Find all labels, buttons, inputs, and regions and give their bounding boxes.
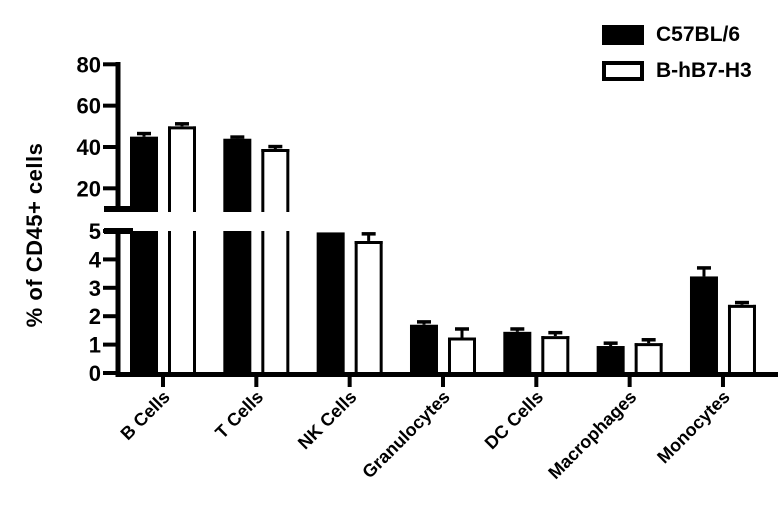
x-category-label: Granulocytes xyxy=(358,387,453,482)
bar-granulocytes-series2 xyxy=(447,337,476,375)
x-category-label: Macrophages xyxy=(544,387,640,483)
bar-dc-cells-series2 xyxy=(541,336,570,375)
bar-b-cells-series1-upper xyxy=(130,136,158,212)
y-tick-label-lower: 2 xyxy=(89,304,101,329)
legend-swatch-open-icon xyxy=(602,61,644,81)
y-tick-label-upper: 60 xyxy=(77,94,101,119)
bar-macrophages-series1 xyxy=(596,346,625,375)
x-category-label: T Cells xyxy=(211,387,267,443)
x-category-label: DC Cells xyxy=(481,387,547,453)
y-tick-label-lower: 3 xyxy=(89,276,101,301)
y-axis-title: % of CD45+ cells xyxy=(22,142,47,328)
bar-t-cells-series1-upper xyxy=(223,138,252,212)
bar-monocytes-series2 xyxy=(727,304,756,375)
legend-swatch-filled-icon xyxy=(602,25,644,45)
x-category-label: Monocytes xyxy=(653,387,734,468)
bar-dc-cells-series1 xyxy=(503,331,532,375)
y-tick-label-upper: 80 xyxy=(77,52,101,77)
bar-monocytes-series1 xyxy=(689,276,718,375)
y-tick-label-upper: 20 xyxy=(77,176,101,201)
bar-t-cells-series2 xyxy=(261,231,290,375)
bar-b-cells-series2-upper xyxy=(168,126,196,212)
bar-t-cells-series1 xyxy=(223,231,252,375)
bar-macrophages-series2 xyxy=(634,343,663,375)
y-tick-label-upper: 40 xyxy=(77,135,101,160)
x-category-label: B Cells xyxy=(117,387,174,444)
y-tick-label-lower: 4 xyxy=(89,247,102,272)
bar-nk-cells-series2 xyxy=(354,240,383,375)
bar-b-cells-series1 xyxy=(130,231,158,375)
legend-label-series2: B-hB7-H3 xyxy=(656,59,752,82)
y-tick-label-lower: 1 xyxy=(89,333,101,358)
bar-b-cells-series2 xyxy=(168,231,196,375)
legend-item-series2: B-hB7-H3 xyxy=(602,59,752,82)
y-tick-label-lower: 5 xyxy=(89,219,101,244)
chart-legend: C57BL/6 B-hB7-H3 xyxy=(602,23,752,82)
legend-label-series1: C57BL/6 xyxy=(656,23,741,46)
bar-granulocytes-series1 xyxy=(409,324,438,375)
bar-nk-cells-series1 xyxy=(316,232,345,375)
bar-t-cells-series2-upper xyxy=(261,149,290,212)
x-category-label: NK Cells xyxy=(294,387,360,453)
legend-item-series1: C57BL/6 xyxy=(602,23,752,46)
y-tick-label-lower: 0 xyxy=(89,361,101,386)
